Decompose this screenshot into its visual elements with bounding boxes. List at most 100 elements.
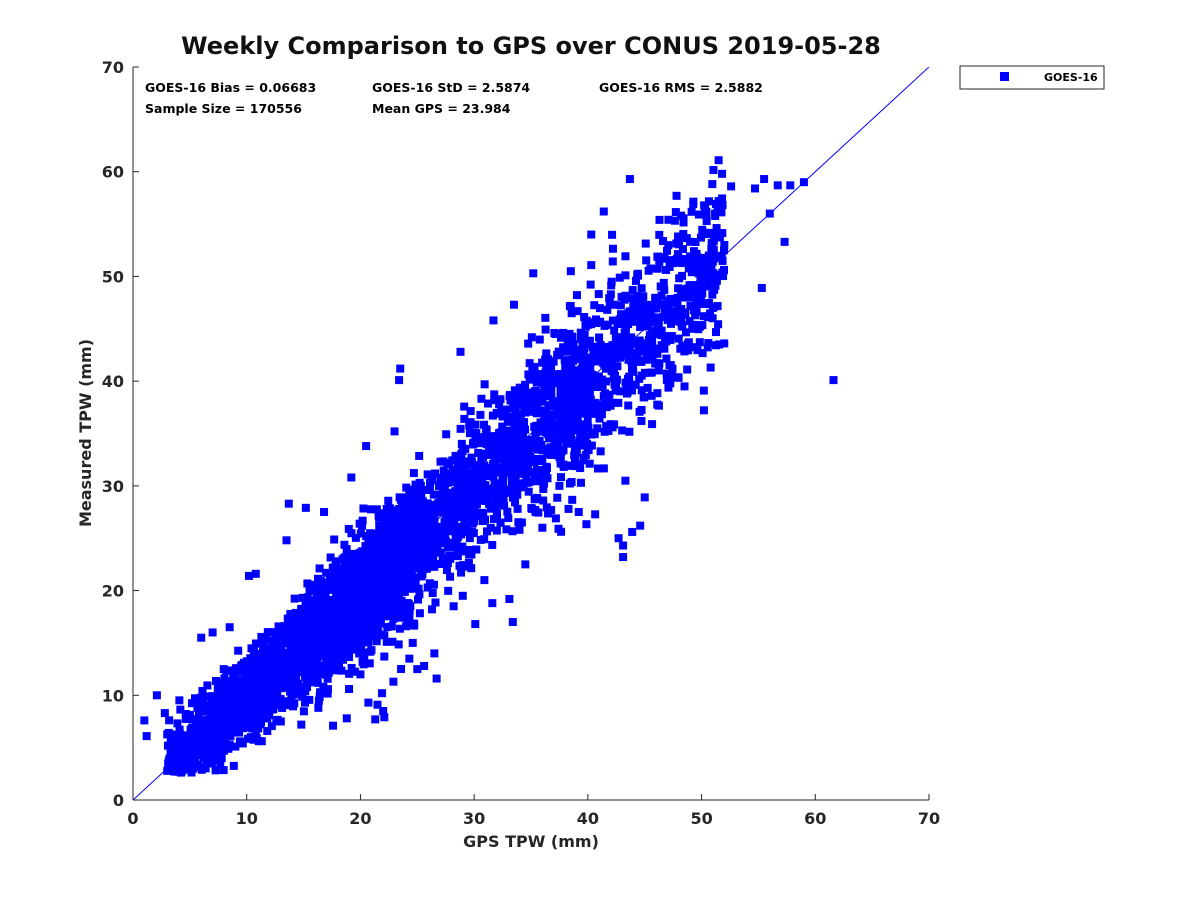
legend: GOES-16 (959, 65, 1105, 90)
scatter-point (378, 689, 387, 698)
legend-label: GOES-16 (1044, 71, 1098, 84)
scatter-point (636, 521, 645, 530)
x-tick-label: 50 (690, 809, 712, 828)
scatter-point (628, 527, 637, 536)
scatter-point (396, 364, 405, 373)
scatter-point (347, 473, 356, 482)
scatter-point (714, 197, 723, 206)
y-axis-label: Measured TPW (mm) (76, 339, 95, 527)
y-tick-label: 0 (113, 791, 124, 810)
scatter-point (432, 674, 441, 683)
scatter-point (191, 762, 200, 771)
scatter-point (529, 269, 538, 278)
y-tick-label: 20 (102, 582, 124, 601)
scatter-point (395, 376, 404, 385)
scatter-point (480, 576, 489, 585)
scatter-point (314, 703, 323, 712)
scatter-point (430, 649, 439, 658)
scatter-point (786, 181, 795, 190)
scatter-point (167, 759, 176, 768)
scatter-point (160, 709, 169, 718)
scatter-point (517, 518, 526, 527)
stat-bias: GOES-16 Bias = 0.06683 (145, 80, 316, 95)
y-tick-label: 40 (102, 372, 124, 391)
scatter-density-cloud (163, 166, 729, 777)
x-tick-label: 0 (127, 809, 138, 828)
scatter-point (408, 638, 417, 647)
scatter-point (282, 536, 291, 545)
scatter-point (389, 677, 398, 686)
scatter-point (168, 764, 177, 773)
scatter-point (413, 665, 422, 674)
scatter-point (699, 386, 708, 395)
scatter-point (655, 215, 664, 224)
scatter-point (284, 499, 293, 508)
x-axis-label: GPS TPW (mm) (463, 832, 599, 851)
x-tick-label: 30 (463, 809, 485, 828)
scatter-point (488, 599, 497, 608)
y-tick-label: 50 (102, 267, 124, 286)
scatter-point (449, 602, 458, 611)
scatter-point (714, 156, 723, 165)
scatter-point (509, 300, 518, 309)
stat-mean-gps: Mean GPS = 23.984 (372, 101, 511, 116)
scatter-point (152, 691, 161, 700)
scatter-point (379, 706, 388, 715)
scatter-point (829, 376, 838, 385)
stat-sample-size: Sample Size = 170556 (145, 101, 302, 116)
scatter-point (320, 508, 329, 517)
scatter-point (640, 493, 649, 502)
scatter-point (508, 617, 517, 626)
scatter-point (773, 181, 782, 190)
y-tick-label: 30 (102, 477, 124, 496)
scatter-point (672, 191, 681, 200)
scatter-point (780, 237, 789, 246)
scatter-point (373, 700, 382, 709)
x-tick-label: 20 (349, 809, 371, 828)
scatter-point (489, 316, 498, 325)
scatter-point (599, 207, 608, 216)
x-tick-label: 10 (236, 809, 258, 828)
scatter-point (751, 184, 760, 193)
scatter-point (566, 267, 575, 276)
scatter-point (231, 742, 240, 751)
scatter-point (706, 363, 715, 372)
scatter-point (458, 591, 467, 600)
scatter-point (760, 175, 769, 184)
scatter-point (420, 661, 429, 670)
x-tick-label: 40 (577, 809, 599, 828)
scatter-point (757, 283, 766, 292)
scatter-point (646, 354, 655, 363)
scatter-point (364, 698, 373, 707)
scatter-point (342, 714, 351, 723)
scatter-point (301, 503, 310, 512)
y-tick-label: 70 (102, 58, 124, 77)
scatter-point (276, 717, 285, 726)
scatter-point (297, 720, 306, 729)
scatter-point (456, 347, 465, 356)
x-tick-label: 70 (918, 809, 940, 828)
scatter-point (225, 623, 234, 632)
scatter-point (521, 560, 530, 569)
scatter-point (140, 716, 149, 725)
scatter-point (380, 713, 389, 722)
legend-marker-square-icon (1000, 72, 1009, 81)
scatter-point (680, 382, 689, 391)
scatter-point (555, 481, 564, 490)
scatter-point (619, 541, 628, 550)
scatter-point (380, 652, 389, 661)
scatter-point (251, 727, 260, 736)
scatter-point (720, 241, 729, 250)
scatter-point (244, 571, 253, 580)
chart-title: Weekly Comparison to GPS over CONUS 2019… (181, 32, 881, 60)
scatter-point (142, 732, 151, 741)
scatter-point (619, 553, 628, 562)
scatter-point (208, 628, 217, 637)
scatter-point (345, 685, 354, 694)
scatter-point (528, 504, 537, 513)
y-tick-label: 10 (102, 686, 124, 705)
scatter-point (180, 765, 189, 774)
stat-std: GOES-16 StD = 2.5874 (372, 80, 530, 95)
scatter-point (662, 337, 671, 346)
scatter-point (174, 767, 183, 776)
